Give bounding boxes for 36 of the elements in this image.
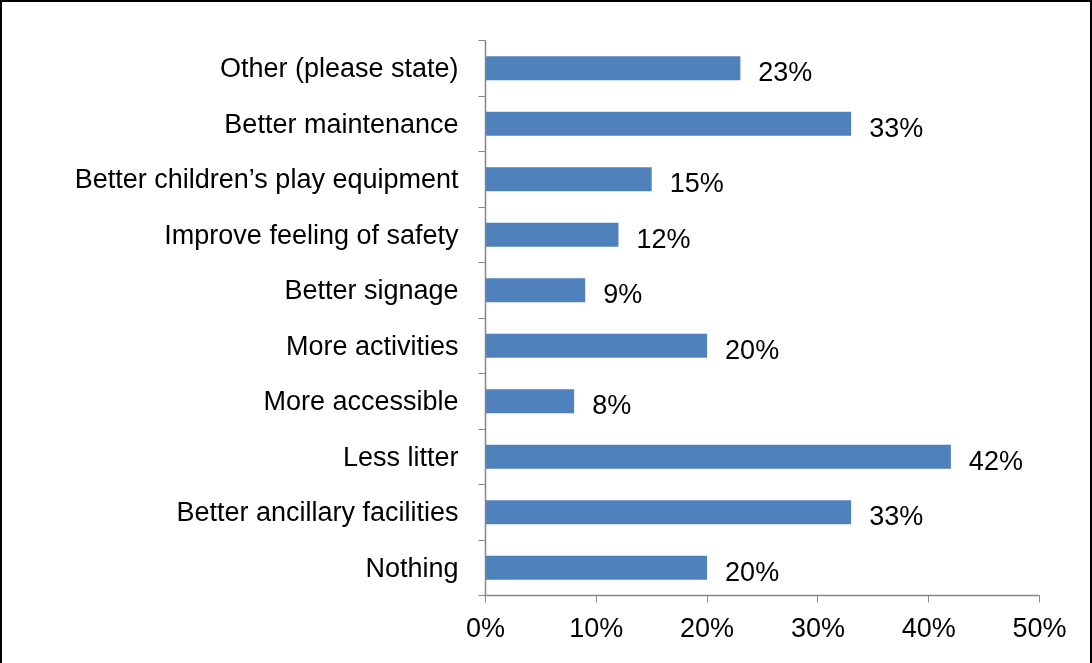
y-tick-label: Better ancillary facilities <box>176 497 459 528</box>
bar <box>485 500 852 525</box>
bar <box>485 167 652 192</box>
bar <box>485 333 708 358</box>
data-label: 20% <box>725 334 780 365</box>
bar <box>485 222 619 247</box>
bar <box>485 444 951 469</box>
x-tick-label: 10% <box>569 612 624 643</box>
data-label: 33% <box>869 112 924 143</box>
bar <box>485 278 586 303</box>
x-tick-label: 20% <box>680 612 735 643</box>
y-tick-label: Improve feeling of safety <box>164 219 459 250</box>
bar <box>485 56 741 81</box>
y-tick-label: Better signage <box>284 275 459 306</box>
y-tick-label: More accessible <box>263 386 459 417</box>
bar <box>485 389 575 414</box>
data-label: 15% <box>669 168 724 199</box>
data-label: 42% <box>968 445 1023 476</box>
bar <box>485 555 708 580</box>
y-tick-label: Better maintenance <box>224 108 459 139</box>
y-tick-label: Better children’s play equipment <box>74 164 459 195</box>
data-label: 23% <box>758 57 813 88</box>
data-label: 8% <box>592 390 632 421</box>
y-tick-label: More activities <box>285 330 459 361</box>
data-label: 12% <box>636 223 691 254</box>
data-label: 9% <box>603 279 643 310</box>
x-tick-label: 30% <box>790 612 845 643</box>
y-tick-label: Other (please state) <box>219 53 459 84</box>
x-tick-label: 40% <box>901 612 956 643</box>
data-label: 20% <box>725 556 780 587</box>
x-tick-label: 50% <box>1012 612 1067 643</box>
bar <box>485 111 852 136</box>
y-tick-label: Less litter <box>342 441 459 472</box>
y-tick-label: Nothing <box>365 552 459 583</box>
data-label: 33% <box>869 501 924 532</box>
x-tick-label: 0% <box>465 612 506 643</box>
